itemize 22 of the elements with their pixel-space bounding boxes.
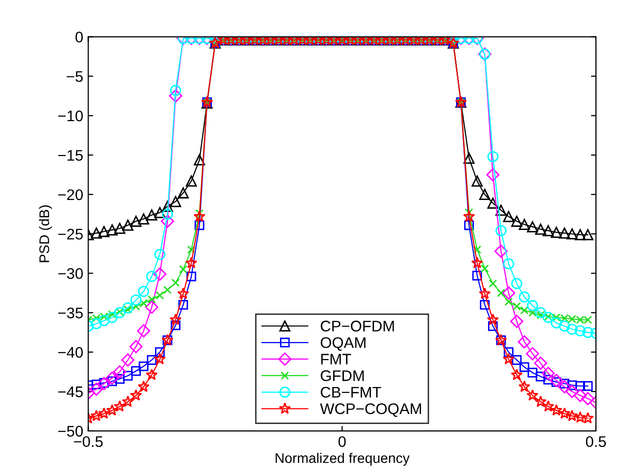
y-tick-label: −30 — [58, 268, 83, 279]
x-tick-label: 0.5 — [586, 436, 606, 448]
y-tick-label: −10 — [58, 110, 83, 122]
y-tick-label: −50 — [58, 426, 83, 437]
x-tick-label: 0 — [338, 436, 346, 448]
legend-label: OQAM — [320, 337, 366, 351]
y-tick-label: 0 — [76, 32, 83, 42]
legend-label: FMT — [321, 354, 352, 364]
y-axis-title: PSD (dB) — [38, 205, 52, 262]
y-tick-label: −20 — [58, 189, 83, 200]
legend-label: GFDM — [320, 370, 364, 382]
y-tick-label: −5 — [66, 71, 83, 82]
legend-label: WCP−COQAM — [320, 403, 422, 417]
y-tick-label: −40 — [58, 346, 83, 358]
y-tick-label: −25 — [58, 228, 83, 240]
legend-label: CP−OFDM — [320, 320, 394, 332]
y-tick-label: −45 — [58, 386, 83, 398]
legend-label: CB−FMT — [320, 386, 382, 398]
y-tick-label: −15 — [58, 150, 83, 161]
x-tick-label: −0.5 — [74, 436, 103, 448]
y-tick-label: −35 — [58, 308, 83, 318]
x-axis-title: Normalized frequency — [276, 452, 410, 466]
